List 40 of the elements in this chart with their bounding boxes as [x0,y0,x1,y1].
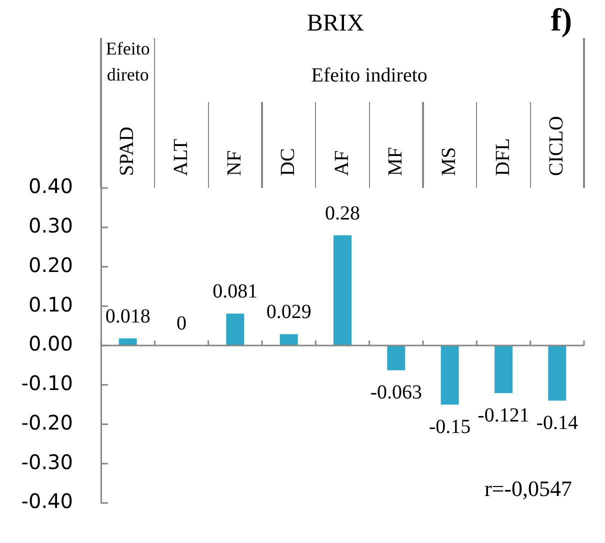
y-tick-label: -0.20 [21,410,73,434]
text: Efeito indireto [311,64,428,86]
y-tick-label: 0.20 [28,252,73,277]
x-tick-label: SPAD [116,126,138,176]
chart-title: BRIX [306,10,364,36]
bar [118,338,137,346]
y-tick-label: -0.30 [21,450,73,474]
bar [280,334,298,346]
y-tick-label: 0.10 [28,292,73,316]
data-label: 0.029 [266,301,312,324]
bar [387,346,406,370]
x-tick-label: DC [277,148,300,176]
x-tick-label: DFL [492,138,514,176]
x-tick-label: MF [384,147,406,176]
bar [440,346,459,405]
x-tick-label: NF [223,150,246,176]
data-label: 0.018 [105,305,150,328]
y-tick-label: 0.40 [28,174,73,198]
bar [548,346,566,401]
bar [334,235,352,346]
data-label: 0.081 [212,280,258,303]
data-label: -0.14 [536,412,578,434]
data-label: 0 [176,312,186,334]
data-label: -0.15 [428,416,471,438]
x-tick-label: ALT [170,138,192,176]
data-label: -0.121 [478,404,530,426]
bar [494,346,512,394]
y-tick-label: 0.00 [28,332,73,356]
y-tick-label: -0.10 [21,371,73,396]
text: f) [550,1,572,38]
annotation: r=-0,0547 [484,476,572,501]
x-tick-label: CICLO [545,116,568,176]
y-tick-label: 0.30 [28,214,73,238]
data-label: 0.28 [325,202,360,224]
x-tick-label: MS [438,147,460,176]
data-label: -0.063 [370,382,422,404]
text: Efeito direto [106,38,150,85]
y-tick-label: -0.40 [21,489,73,514]
bar [226,314,244,346]
x-tick-label: AF [330,150,353,176]
